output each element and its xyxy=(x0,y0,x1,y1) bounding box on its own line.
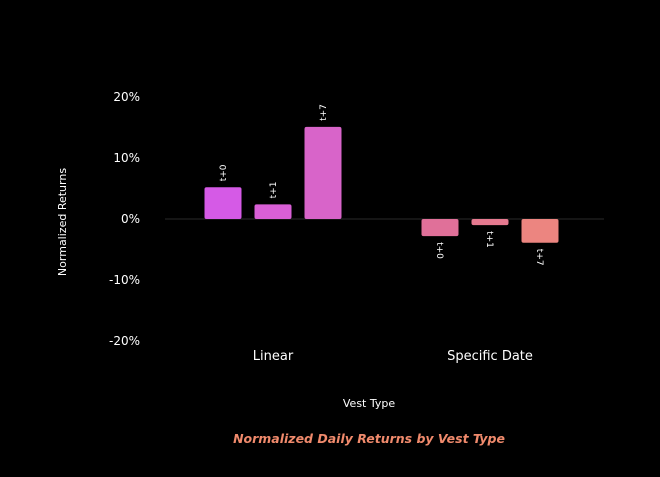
bar-specific-date-t+1 xyxy=(471,219,509,226)
bar-value-label: t+7 xyxy=(534,249,544,266)
bar-linear-t+7 xyxy=(304,126,342,219)
y-tick-label: -20% xyxy=(109,334,140,348)
y-tick-label: 10% xyxy=(113,151,140,165)
y-tick-label: 0% xyxy=(121,212,140,226)
bar-linear-t+1 xyxy=(254,204,292,219)
bar-linear-t+0 xyxy=(204,187,242,219)
y-tick-label: -10% xyxy=(109,273,140,287)
category-labels: Linear Specific Date xyxy=(253,349,533,364)
bar-specific-date-t+7 xyxy=(521,219,559,243)
bar-value-label: t+0 xyxy=(219,164,229,181)
chart-title: Normalized Daily Returns by Vest Type xyxy=(233,431,505,446)
bar-specific-date-t+0 xyxy=(421,219,459,237)
bars: t+0 t+1 t+7 t+0 t+1 t+7 xyxy=(204,104,559,266)
bar-value-label: t+1 xyxy=(269,182,279,199)
x-category-label: Specific Date xyxy=(447,349,533,364)
x-axis-title: Vest Type xyxy=(343,397,395,410)
y-tick-label: 20% xyxy=(113,90,140,104)
y-axis-ticks: 20% 10% 0% -10% -20% xyxy=(109,90,140,348)
bar-value-label: t+7 xyxy=(319,104,329,121)
bar-value-label: t+0 xyxy=(434,242,444,259)
x-category-label: Linear xyxy=(253,349,294,364)
y-axis-title: Normalized Returns xyxy=(56,168,69,276)
bar-value-label: t+1 xyxy=(484,231,494,248)
